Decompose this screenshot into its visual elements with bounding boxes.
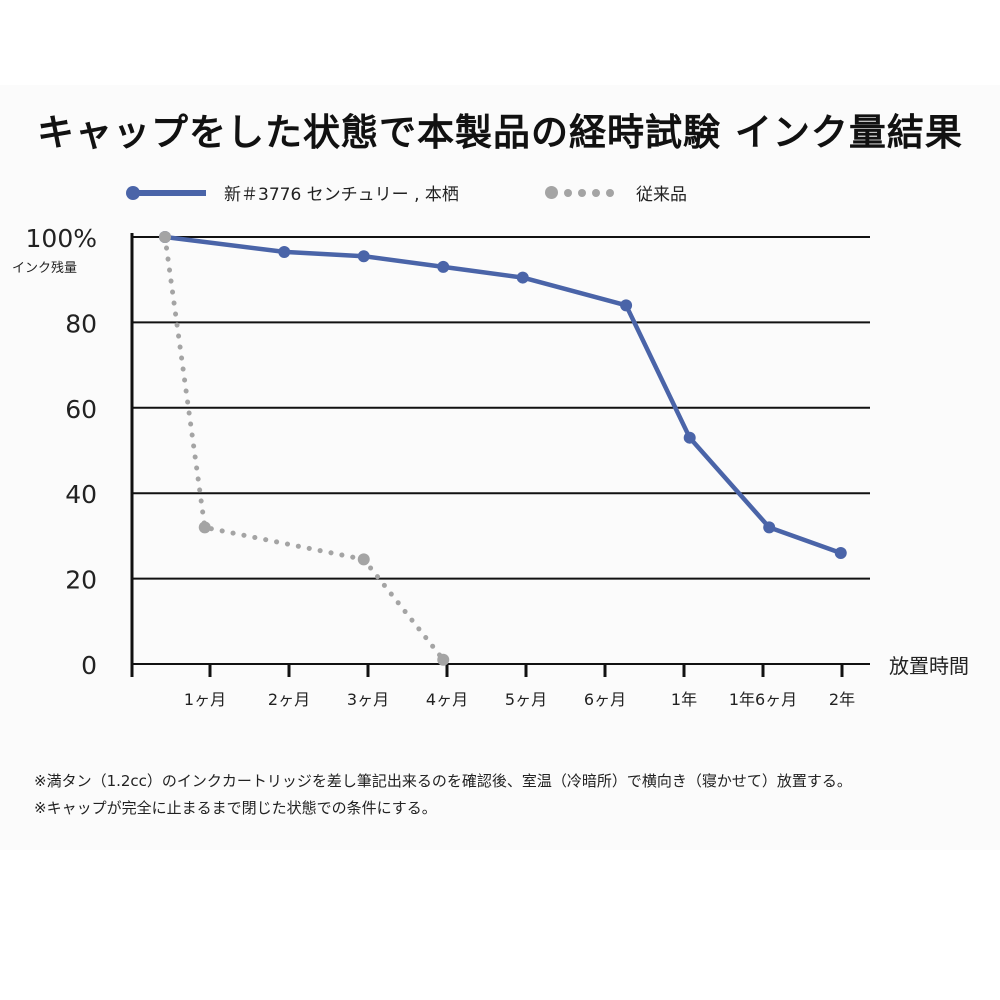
y-tick-label: 0	[81, 651, 97, 680]
data-point-new-product	[763, 521, 776, 534]
x-tick-label: 2ヶ月	[268, 690, 310, 709]
y-tick-label: 20	[65, 566, 97, 595]
chart-title: キャップをした状態で本製品の経時試験 インク量結果	[37, 111, 963, 154]
data-point-conventional	[159, 231, 171, 243]
footnotes: ※満タン（1.2cc）のインクカートリッジを差し筆記出来るのを確認後、室温（冷暗…	[34, 768, 852, 822]
legend-label-conventional: 従来品	[636, 185, 687, 205]
x-tick-label: 6ヶ月	[584, 690, 626, 709]
data-point-conventional	[437, 653, 450, 666]
x-tick-label: 1年6ヶ月	[729, 690, 797, 709]
legend-solid-line-icon	[126, 185, 206, 200]
data-point-new-product	[834, 546, 847, 559]
data-point-new-product	[357, 250, 370, 263]
legend-item-conventional: 従来品	[545, 180, 687, 205]
data-point-new-product	[278, 245, 291, 258]
y-tick-label: 60	[65, 395, 97, 424]
y-tick-label: 80	[65, 309, 97, 338]
x-axis-title: 放置時間	[889, 654, 969, 678]
series-line-new-product	[164, 234, 842, 556]
x-tick-label: 3ヶ月	[347, 690, 389, 709]
data-point-conventional	[357, 553, 370, 566]
x-tick-label: 1ヶ月	[184, 690, 226, 709]
y-axis-title: インク残量	[12, 261, 77, 276]
y-tick-label: 100%	[26, 224, 97, 253]
data-point-new-product	[437, 260, 450, 273]
footnote-2: ※キャップが完全に止まるまで閉じた状態での条件にする。	[34, 799, 437, 817]
data-point-new-product	[620, 299, 633, 312]
footnote-1: ※満タン（1.2cc）のインクカートリッジを差し筆記出来るのを確認後、室温（冷暗…	[34, 772, 852, 790]
chart-background	[0, 85, 1000, 850]
x-tick-label: 2年	[829, 690, 855, 709]
legend-dotted-line-icon	[545, 186, 620, 199]
x-tick-label: 5ヶ月	[505, 690, 547, 709]
data-point-new-product	[516, 271, 529, 284]
data-point-conventional	[198, 521, 211, 534]
y-tick-label: 40	[65, 480, 97, 509]
legend-label-new-product: 新＃3776 センチュリー , 本栖	[224, 185, 459, 205]
x-tick-label: 4ヶ月	[426, 690, 468, 709]
legend-item-new-product: 新＃3776 センチュリー , 本栖	[126, 180, 459, 205]
data-point-new-product	[683, 431, 696, 444]
series-line-conventional	[162, 234, 446, 663]
x-tick-label: 1年	[671, 690, 697, 709]
